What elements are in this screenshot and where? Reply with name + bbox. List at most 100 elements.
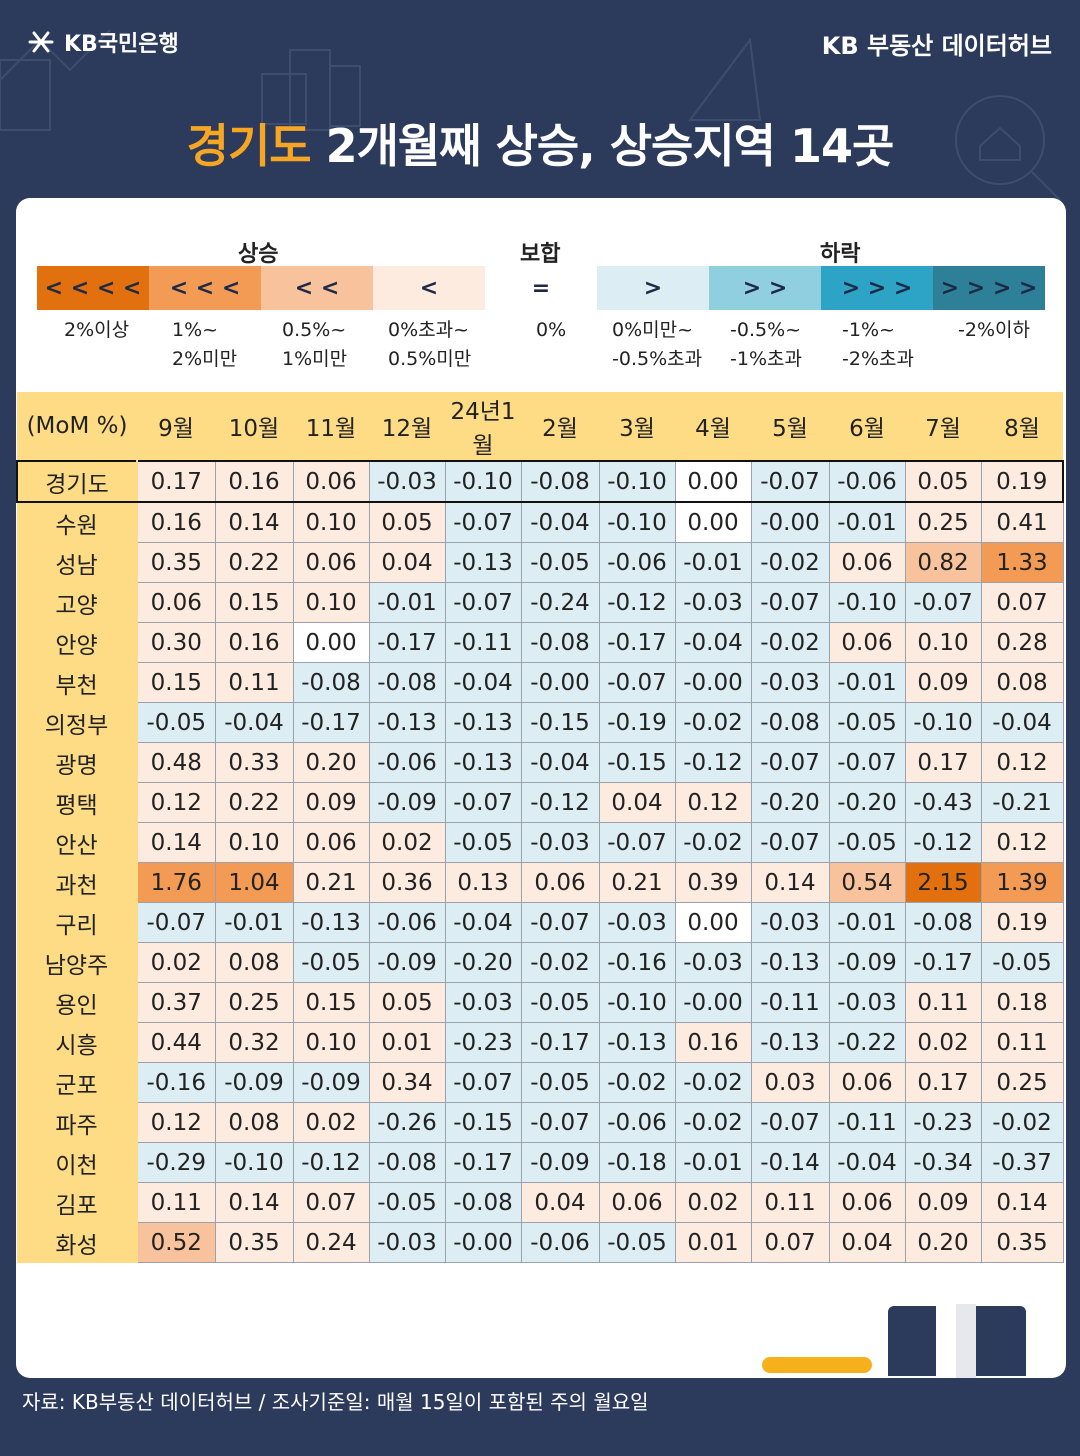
column-header: 10월 — [215, 392, 293, 461]
table-row: 구리 -0.07 -0.01 -0.13 -0.06 -0.04 -0.07 -0.03 0.0… — [17, 902, 1064, 943]
value-cell: -0.21 — [980, 782, 1064, 823]
value-cell: -0.08 — [368, 662, 446, 703]
value-cell: -0.15 — [520, 702, 600, 743]
value-cell: 0.12 — [136, 1102, 216, 1143]
value-cell: -0.04 — [828, 1142, 906, 1183]
value-cell: -0.34 — [904, 1142, 982, 1183]
value-cell: -0.07 — [750, 582, 830, 623]
value-cell: 0.17 — [904, 1062, 982, 1103]
value-cell: -0.29 — [136, 1142, 216, 1183]
value-cell: 0.13 — [444, 862, 522, 903]
value-cell: -0.17 — [904, 942, 982, 983]
table-row: 남양주 0.02 0.08 -0.05 -0.09 -0.20 -0.02 -0.16 -0.0… — [17, 942, 1064, 983]
value-cell: 0.11 — [980, 1022, 1064, 1063]
unit-label: (MoM %) — [17, 392, 137, 461]
value-cell: 0.21 — [292, 862, 370, 903]
region-label: 경기도 — [16, 460, 138, 503]
value-cell: -0.14 — [750, 1142, 830, 1183]
value-cell: 0.12 — [980, 822, 1064, 863]
value-cell: -0.16 — [598, 942, 676, 983]
table-row: 성남 0.35 0.22 0.06 0.04 -0.13 -0.05 -0.06 -0.01 -0… — [17, 542, 1064, 583]
value-cell: -0.20 — [828, 782, 906, 823]
value-cell: 0.11 — [750, 1182, 830, 1223]
page-title: 경기도 2개월째 상승, 상승지역 14곳 — [0, 110, 1080, 176]
legend-swatch: > > > > — [933, 266, 1045, 310]
table-row: 군포 -0.16 -0.09 -0.09 0.34 -0.07 -0.05 -0.02 -0.0… — [17, 1062, 1064, 1103]
value-cell: 0.16 — [136, 501, 216, 543]
value-cell: -0.12 — [520, 782, 600, 823]
table-row: 경기도 0.17 0.16 0.06 -0.03 -0.10 -0.08 -0.10 0.00-… — [16, 460, 1064, 503]
value-cell: 0.44 — [136, 1022, 216, 1063]
value-cell: -0.03 — [750, 902, 830, 943]
value-cell: -0.13 — [292, 902, 370, 943]
value-cell: -0.20 — [444, 942, 522, 983]
value-cell: -0.07 — [750, 742, 830, 783]
value-cell: -0.04 — [520, 742, 600, 783]
value-cell: -0.24 — [520, 582, 600, 623]
value-cell: 0.17 — [904, 742, 982, 783]
column-header: 7월 — [905, 392, 981, 461]
value-cell: 0.07 — [292, 1182, 370, 1223]
value-cell: 0.09 — [904, 1182, 982, 1223]
value-cell: -0.02 — [598, 1062, 676, 1103]
region-label: 고양 — [17, 582, 138, 623]
value-cell: 0.06 — [598, 1182, 676, 1223]
value-cell: -0.23 — [904, 1102, 982, 1143]
legend-label: 1%~ 2%미만 — [172, 319, 238, 370]
region-label: 남양주 — [17, 942, 138, 983]
value-cell: -0.23 — [444, 1022, 522, 1063]
region-label: 시흥 — [17, 1022, 138, 1063]
legend-label: 0%미만~ -0.5%초과 — [612, 319, 703, 370]
value-cell: -0.05 — [444, 822, 522, 863]
value-cell: -0.08 — [750, 702, 830, 743]
column-header: 3월 — [599, 392, 675, 461]
region-label: 평택 — [17, 782, 138, 823]
value-cell: 0.34 — [368, 1062, 446, 1103]
value-cell: 0.06 — [292, 460, 370, 503]
value-cell: 0.04 — [520, 1182, 600, 1223]
column-header: 11월 — [293, 392, 369, 461]
table-row: 시흥 0.44 0.32 0.10 0.01 -0.23 -0.17 -0.13 0.16 -0.… — [17, 1022, 1064, 1063]
value-cell: 0.08 — [214, 942, 294, 983]
value-cell: 0.08 — [214, 1102, 294, 1143]
value-cell: 0.11 — [904, 982, 982, 1023]
value-cell: -0.08 — [292, 662, 370, 703]
value-cell: -0.01 — [828, 662, 906, 703]
value-cell: 1.76 — [136, 862, 216, 903]
value-cell: 0.20 — [904, 1222, 982, 1263]
table-body: 경기도 0.17 0.16 0.06 -0.03 -0.10 -0.08 -0.10 0.00-… — [16, 460, 1064, 1263]
value-cell: 0.00 — [674, 460, 752, 503]
value-cell: 0.16 — [214, 460, 294, 503]
value-cell: -0.02 — [980, 1102, 1064, 1143]
value-cell: 0.10 — [292, 501, 370, 543]
value-cell: 0.05 — [368, 501, 446, 543]
value-cell: -0.01 — [214, 902, 294, 943]
value-cell: 0.06 — [828, 542, 906, 583]
value-cell: 0.02 — [368, 822, 446, 863]
legend-swatch: < < < — [149, 266, 261, 310]
value-cell: -0.19 — [598, 702, 676, 743]
column-header: 8월 — [981, 392, 1063, 461]
value-cell: -0.15 — [444, 1102, 522, 1143]
value-cell: -0.09 — [292, 1062, 370, 1103]
value-cell: 0.14 — [214, 501, 294, 543]
value-cell: 0.06 — [828, 1182, 906, 1223]
value-cell: -0.07 — [444, 782, 522, 823]
value-cell: -0.07 — [598, 662, 676, 703]
value-cell: -0.05 — [828, 822, 906, 863]
value-cell: -0.43 — [904, 782, 982, 823]
value-cell: -0.07 — [444, 1062, 522, 1103]
value-cell: 0.15 — [214, 582, 294, 623]
value-cell: -0.08 — [904, 902, 982, 943]
value-cell: 0.07 — [750, 1222, 830, 1263]
value-cell: 0.02 — [136, 942, 216, 983]
value-cell: -0.15 — [598, 742, 676, 783]
value-cell: 0.33 — [214, 742, 294, 783]
value-cell: -0.10 — [828, 582, 906, 623]
value-cell: -0.07 — [520, 902, 600, 943]
value-cell: 0.12 — [674, 782, 752, 823]
column-header: 24년1월 — [445, 392, 521, 461]
value-cell: 0.21 — [598, 862, 676, 903]
value-cell: -0.06 — [520, 1222, 600, 1263]
value-cell: -0.06 — [828, 460, 906, 503]
